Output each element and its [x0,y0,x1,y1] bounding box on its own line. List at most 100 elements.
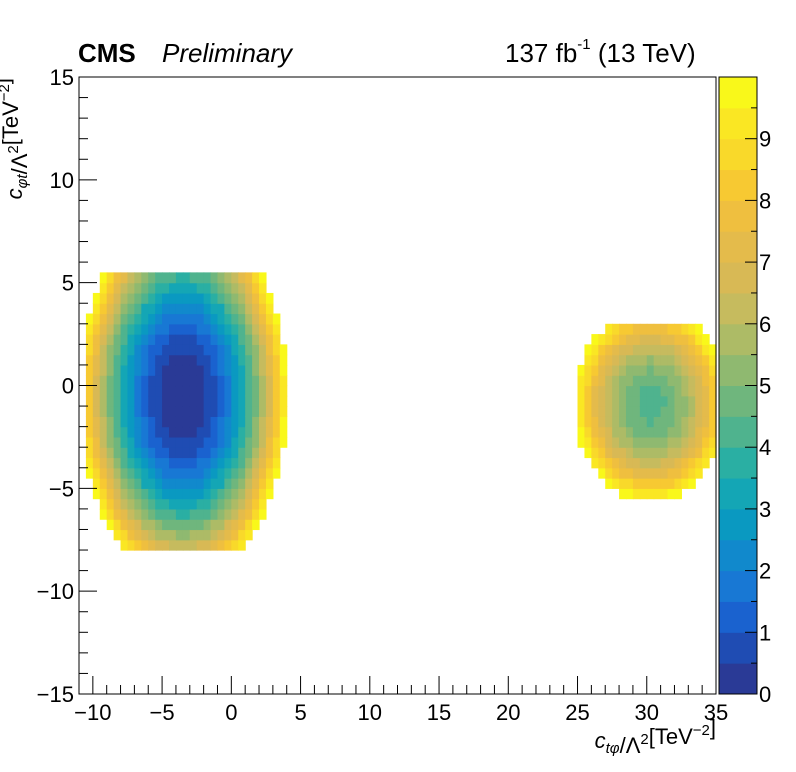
heatmap-cell [99,416,108,428]
heatmap-cell [681,334,689,345]
heatmap-cell [265,344,274,356]
heatmap-cell [639,364,648,376]
heatmap-cell [674,478,682,489]
heatmap-cell [639,488,648,500]
heatmap-cell [92,303,101,315]
heatmap-cell [189,478,198,489]
heatmap-cell [127,508,135,520]
heatmap-cell [120,467,129,479]
heatmap-cell [632,457,641,469]
heatmap-cell [259,354,267,366]
heatmap-cell [217,539,225,551]
heatmap-cell [612,344,620,356]
heatmap-cell [224,478,232,489]
heatmap-cell [113,467,122,479]
heatmap-cell [245,272,253,284]
heatmap-cell [113,364,122,376]
heatmap-cell [598,447,606,459]
heatmap-cell [106,498,115,510]
heatmap-cell [259,436,267,448]
heatmap-cell [688,467,696,479]
heatmap-cell [238,364,246,376]
heatmap-cell [612,478,620,489]
heatmap-cell [113,334,122,345]
heatmap-cell [99,364,108,376]
heatmap-cell [695,395,703,407]
heatmap-cell [196,292,205,304]
heatmap-cell [169,416,177,428]
heatmap-cell [182,488,191,500]
heatmap-cell [175,467,184,479]
heatmap-cell [612,395,620,407]
heatmap-cell [141,292,149,304]
heatmap-cell [674,467,682,479]
heatmap-cell [702,375,710,387]
heatmap-cell [591,406,599,417]
heatmap-cell [639,436,648,448]
heatmap-cell [619,436,627,448]
heatmap-cell [155,303,163,315]
heatmap-cell [238,395,246,407]
heatmap-cell [667,334,676,345]
heatmap-cell [259,323,267,335]
heatmap-cell [127,426,135,438]
heatmap-cell [591,457,599,469]
heatmap-cell [162,498,170,510]
heatmap-cell [619,323,627,335]
heatmap-cell [148,406,156,417]
heatmap-cell [272,323,281,335]
heatmap-cell [134,416,142,428]
heatmap-cell [577,406,586,417]
heatmap-cell [106,354,115,366]
heatmap-cell [92,457,101,469]
color-scale-label: 9 [759,127,771,152]
heatmap-cell [141,323,149,335]
heatmap-cell [182,406,191,417]
heatmap-cell [619,488,627,500]
heatmap-cell [169,334,177,345]
heatmap-cell [155,508,163,520]
heatmap-cell [155,498,163,510]
heatmap-cell [245,529,253,541]
heatmap-cell [134,282,142,294]
heatmap-cell [175,282,184,294]
heatmap-cell [702,457,710,469]
heatmap-cell [259,478,267,489]
heatmap-cell [134,292,142,304]
heatmap-cell [681,323,689,335]
heatmap-cell [667,354,676,366]
heatmap-cell [141,488,149,500]
heatmap-cell [245,478,253,489]
heatmap-cell [99,292,108,304]
heatmap-cell [224,416,232,428]
heatmap-cell [667,426,676,438]
heatmap-cell [681,478,689,489]
heatmap-cell [252,467,260,479]
heatmap-cell [653,395,662,407]
heatmap-cell [92,344,101,356]
heatmap-cell [113,478,122,489]
heatmap-cell [134,498,142,510]
heatmap-cell [182,303,191,315]
heatmap-cell [646,447,655,459]
heatmap-cell [646,395,655,407]
heatmap-cell [196,529,205,541]
heatmap-cell [674,385,682,397]
heatmap-cell [127,457,135,469]
heatmap-cell [155,282,163,294]
heatmap-cell [113,323,122,335]
x-tick-label: −10 [74,700,111,725]
heatmap-cell [169,498,177,510]
heatmap-cell [245,406,253,417]
heatmap-cell [252,508,260,520]
heatmap-cell [120,375,129,387]
heatmap-cell [155,334,163,345]
heatmap-cell [134,436,142,448]
heatmap-cell [238,406,246,417]
heatmap-cell [709,354,717,366]
heatmap-cell [653,354,662,366]
heatmap-cell [182,395,191,407]
heatmap-cell [162,508,170,520]
heatmap-cell [210,375,219,387]
heatmap-cell [709,375,717,387]
